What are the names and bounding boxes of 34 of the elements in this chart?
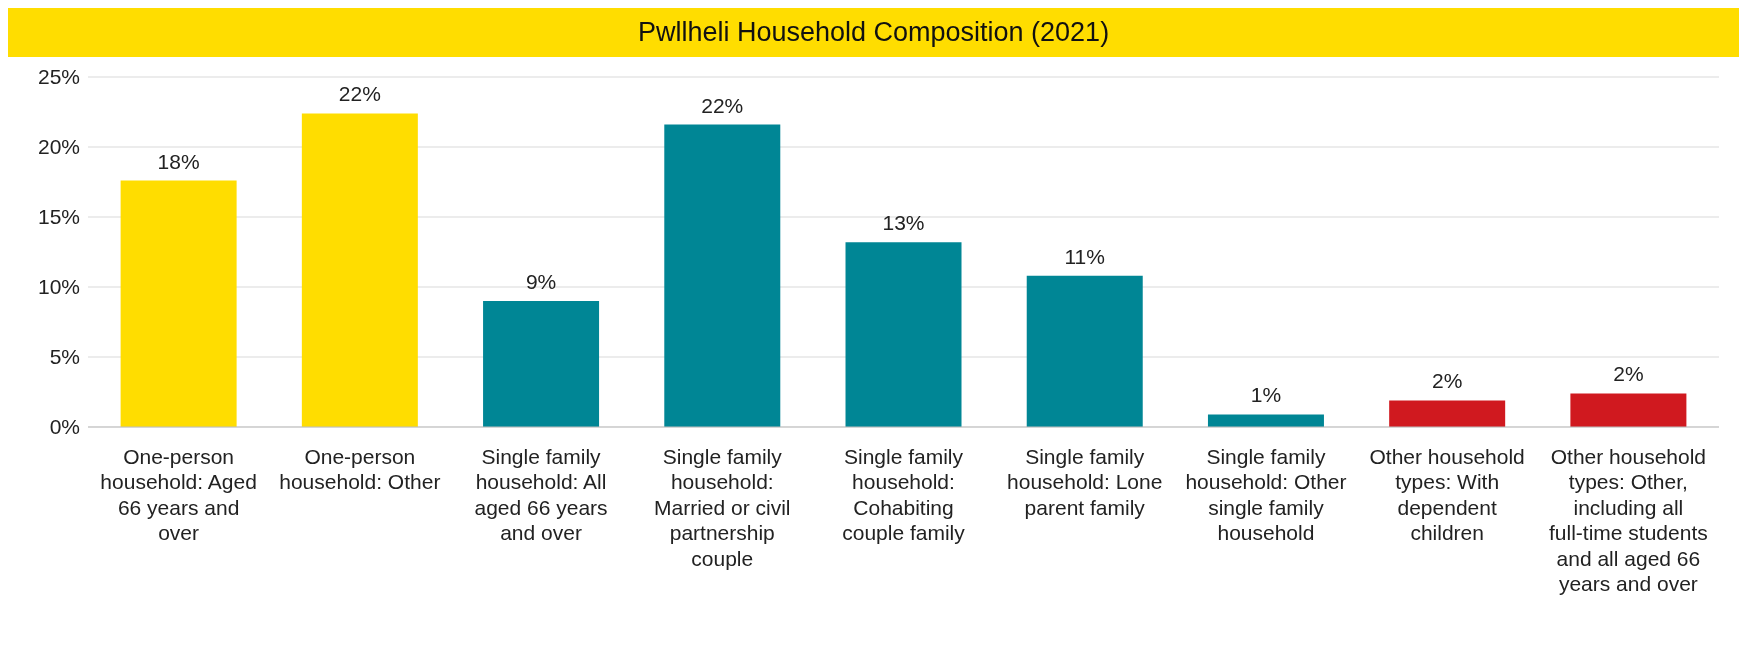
x-tick-label: Single family household: Married or civil partnership couple bbox=[654, 444, 791, 570]
bar bbox=[1207, 414, 1324, 427]
x-tick-label: Other household types: Other, including all full-time students and all aged 66 years and over bbox=[1549, 444, 1708, 596]
x-tick-label: Other household types: With dependent children bbox=[1369, 444, 1525, 545]
bar bbox=[120, 180, 237, 427]
x-tick-label: One-person household: Aged 66 years and over bbox=[100, 444, 257, 545]
data-label: 18% bbox=[157, 149, 200, 173]
data-label: 1% bbox=[1250, 383, 1282, 407]
x-tick-label: Single family household: Other single family household bbox=[1185, 444, 1347, 545]
bar bbox=[845, 242, 962, 427]
bar bbox=[1389, 400, 1506, 427]
data-label: 22% bbox=[338, 82, 381, 106]
data-label: 2% bbox=[1613, 362, 1644, 386]
bar bbox=[1026, 275, 1143, 427]
bar bbox=[301, 113, 418, 427]
y-tick-label: 5% bbox=[49, 345, 80, 369]
y-tick-label: 0% bbox=[49, 415, 80, 439]
x-tick-label: Single family household: Cohabiting couple family bbox=[842, 444, 966, 545]
x-tick-label: One-person household: Other bbox=[279, 444, 441, 494]
y-tick-label: 25% bbox=[37, 65, 80, 89]
data-label: 22% bbox=[701, 93, 744, 117]
x-tick-label: Single family household: Lone parent family bbox=[1007, 444, 1163, 519]
chart-title: Pwllheli Household Composition (2021) bbox=[8, 8, 1739, 57]
y-tick-label: 10% bbox=[37, 275, 80, 299]
bar bbox=[1570, 393, 1687, 427]
bar bbox=[483, 301, 600, 427]
bar bbox=[664, 124, 781, 427]
data-label: 9% bbox=[525, 270, 557, 293]
y-tick-label: 20% bbox=[37, 135, 80, 159]
data-label: 13% bbox=[882, 211, 925, 235]
data-label: 11% bbox=[1064, 244, 1105, 268]
x-tick-label: Single family household: All aged 66 years and over bbox=[474, 444, 608, 545]
y-tick-label: 15% bbox=[37, 205, 80, 229]
data-label: 2% bbox=[1432, 369, 1463, 393]
